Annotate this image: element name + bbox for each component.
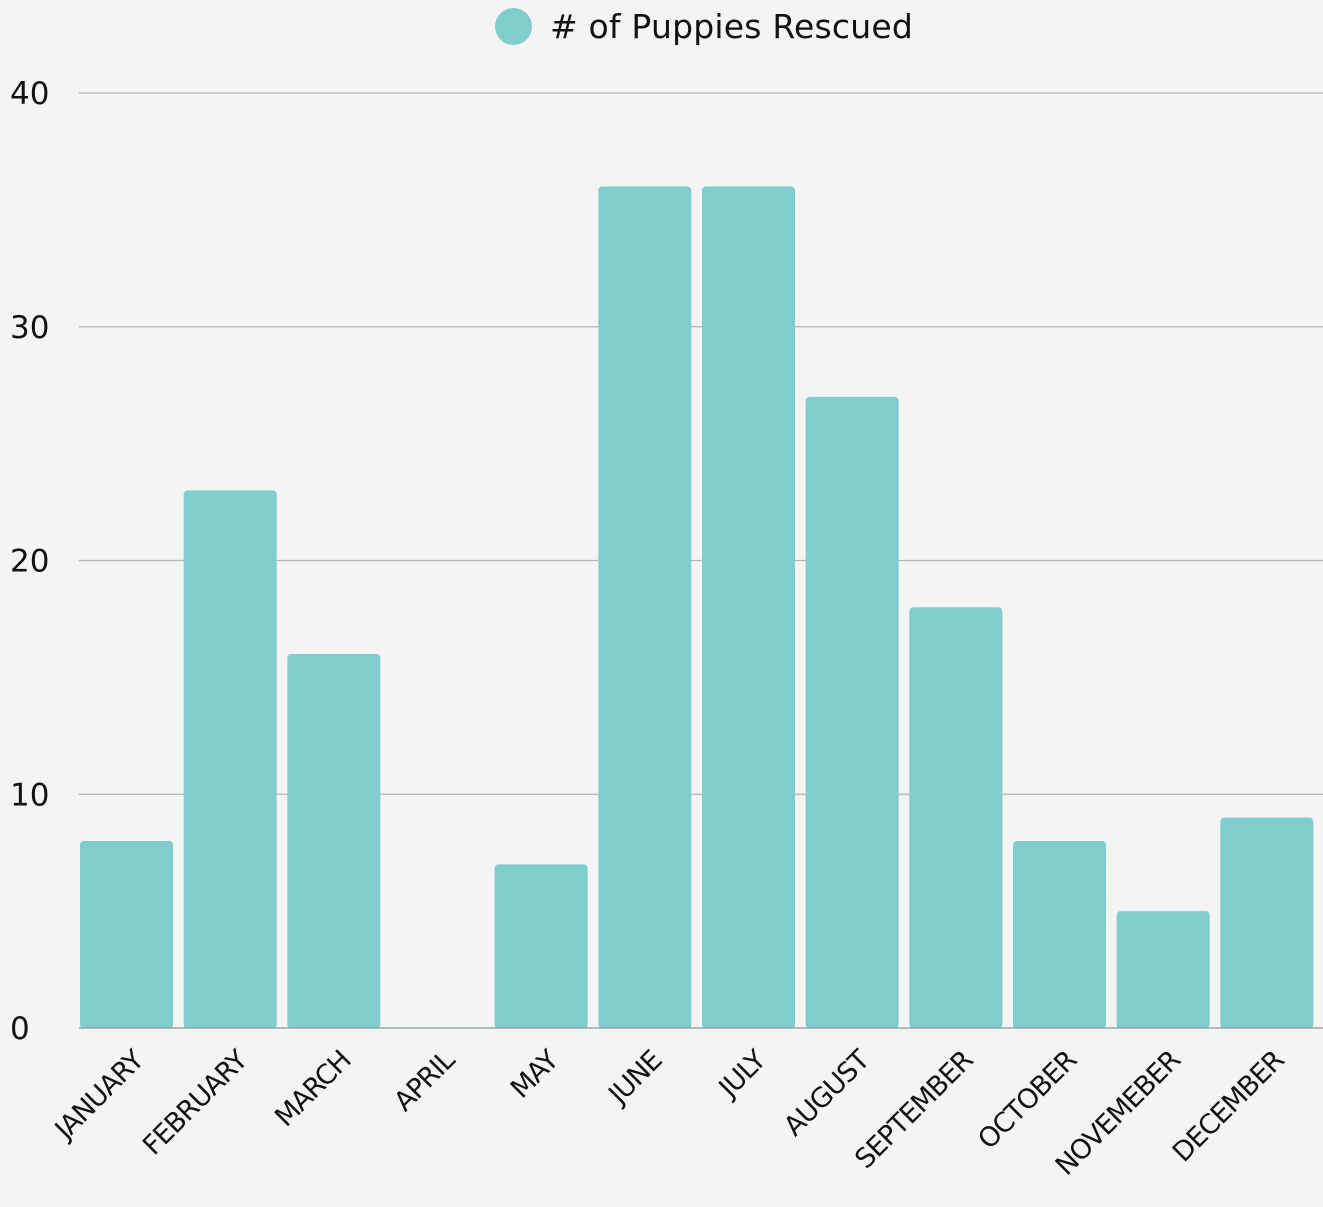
bar-novemeber: [1116, 911, 1210, 1029]
bar-may: [494, 864, 588, 1029]
y-tick-label: 30: [10, 310, 49, 346]
x-tick-label: APRIL: [388, 1044, 461, 1117]
bar-december: [1220, 817, 1314, 1029]
x-tick-label: MARCH: [269, 1045, 357, 1133]
legend-label: # of Puppies Rescued: [550, 6, 913, 46]
legend: # of Puppies Rescued: [495, 6, 913, 46]
bar-january: [80, 841, 173, 1029]
x-tick-label: JULY: [712, 1044, 773, 1105]
x-tick-label: DECEMBER: [1167, 1045, 1290, 1168]
x-tick-label: JANUARY: [48, 1044, 151, 1147]
bar-september: [909, 607, 1003, 1029]
y-tick-label: 40: [10, 76, 49, 112]
bar-february: [183, 490, 277, 1029]
x-tick-label: OCTOBER: [972, 1045, 1083, 1156]
bar-august: [805, 396, 899, 1029]
y-tick-label: 10: [10, 777, 49, 813]
y-tick-label: 20: [10, 544, 49, 580]
bar-march: [287, 654, 381, 1029]
legend-swatch-icon: [495, 7, 532, 45]
bar-july: [702, 186, 795, 1029]
x-tick-label: JUNE: [602, 1045, 668, 1111]
bar-june: [598, 186, 692, 1029]
x-tick-label: MAY: [505, 1044, 566, 1105]
y-tick-label: 0: [10, 1011, 30, 1047]
x-tick-label: FEBRUARY: [137, 1044, 254, 1161]
x-tick-label: AUGUST: [778, 1044, 876, 1142]
bar-october: [1013, 841, 1106, 1029]
